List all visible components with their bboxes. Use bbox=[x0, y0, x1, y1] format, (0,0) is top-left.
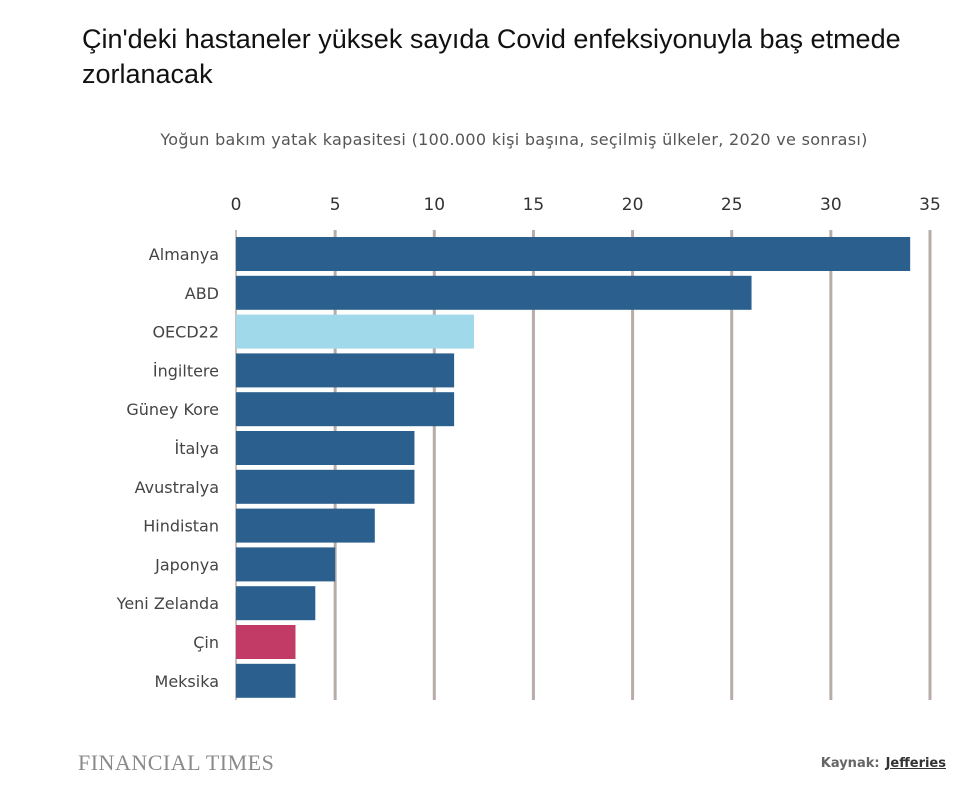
chart-subtitle: Yoğun bakım yatak kapasitesi (100.000 ki… bbox=[160, 130, 868, 149]
category-label-4: Güney Kore bbox=[126, 400, 219, 419]
x-tick-label-20: 20 bbox=[622, 195, 644, 215]
category-label-6: Avustralya bbox=[135, 478, 219, 497]
bar-8 bbox=[236, 547, 336, 582]
bar-10 bbox=[236, 625, 296, 659]
x-tick-label-0: 0 bbox=[231, 195, 242, 215]
bar-2 bbox=[236, 314, 474, 349]
bars bbox=[236, 237, 911, 698]
category-label-11: Meksika bbox=[155, 672, 219, 691]
chart-title: Çin'deki hastaneler yüksek sayıda Covid … bbox=[82, 24, 901, 89]
bar-3 bbox=[236, 353, 455, 388]
x-tick-label-25: 25 bbox=[721, 195, 743, 215]
bar-1 bbox=[236, 275, 752, 310]
bar-4 bbox=[236, 392, 455, 427]
category-label-5: İtalya bbox=[174, 439, 219, 458]
financial-times-logo: FINANCIAL TIMES bbox=[78, 750, 275, 775]
bar-6 bbox=[236, 469, 415, 504]
source-label: Kaynak: bbox=[820, 756, 880, 771]
bar-0 bbox=[236, 237, 911, 271]
source-note: Kaynak: Jefferies bbox=[821, 756, 946, 771]
x-tick-label-35: 35 bbox=[919, 195, 941, 215]
bar-7 bbox=[236, 508, 375, 543]
x-tick-label-30: 30 bbox=[820, 195, 842, 215]
category-label-1: ABD bbox=[185, 284, 219, 303]
category-label-8: Japonya bbox=[154, 555, 219, 574]
category-label-0: Almanya bbox=[149, 245, 219, 264]
source-link[interactable]: Jefferies bbox=[885, 756, 946, 771]
x-tick-label-5: 5 bbox=[330, 195, 341, 215]
category-label-10: Çin bbox=[193, 633, 219, 652]
bar-11 bbox=[236, 663, 296, 698]
x-axis-tick-labels: 0 5 10 15 20 25 30 35 bbox=[231, 195, 941, 215]
category-label-7: Hindistan bbox=[143, 517, 219, 536]
bar-5 bbox=[236, 431, 415, 465]
category-label-9: Yeni Zelanda bbox=[116, 594, 219, 613]
category-labels: Almanya ABD OECD22 İngiltere Güney Kore İtaly… bbox=[116, 245, 219, 691]
category-label-2: OECD22 bbox=[152, 323, 219, 342]
x-tick-label-10: 10 bbox=[423, 195, 445, 215]
bar-9 bbox=[236, 586, 316, 621]
x-tick-label-15: 15 bbox=[523, 195, 545, 215]
category-label-3: İngiltere bbox=[153, 361, 219, 380]
